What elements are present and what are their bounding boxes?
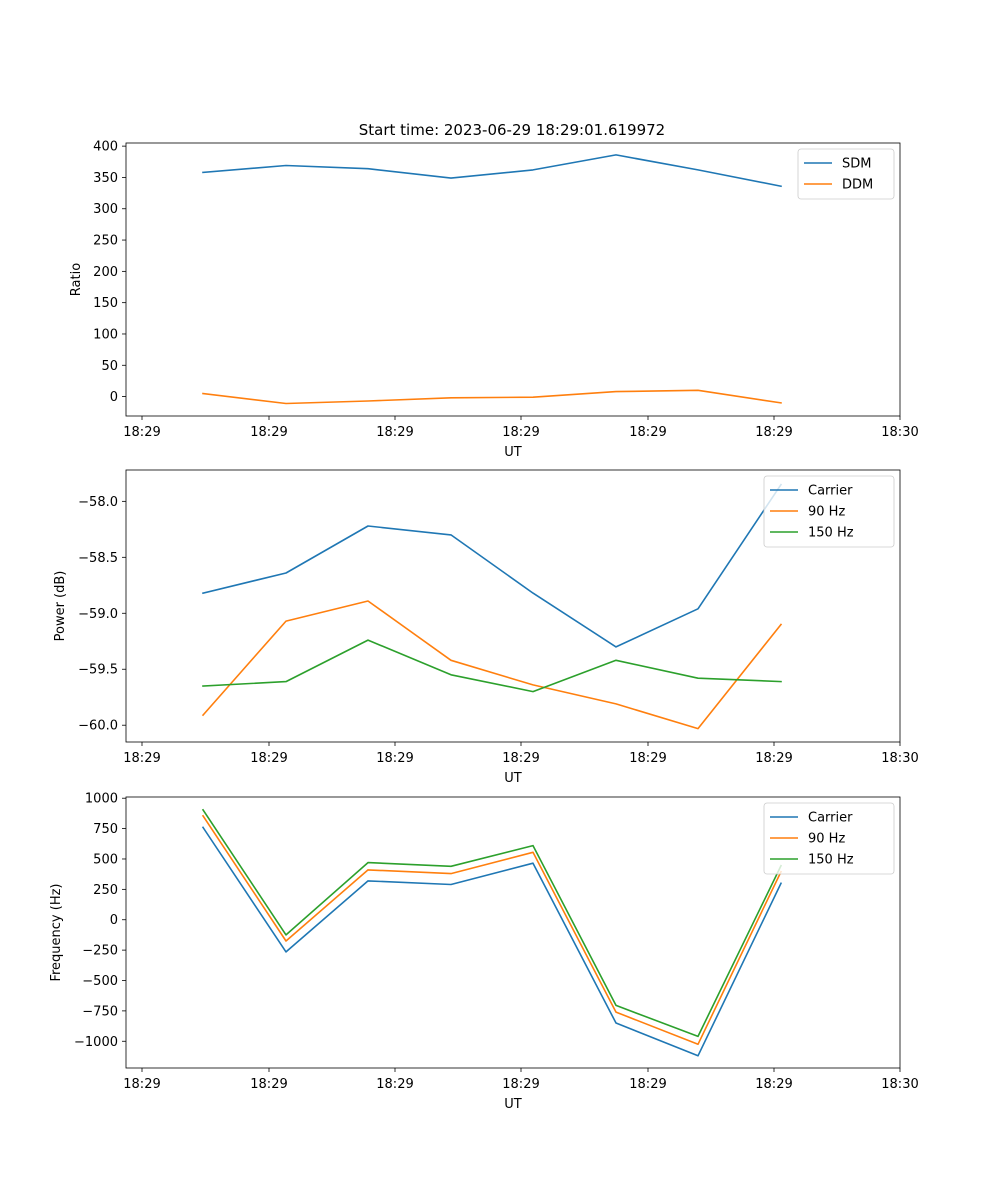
y-axis-label: Frequency (Hz) xyxy=(49,883,64,981)
y-tick-label: 250 xyxy=(93,234,118,249)
y-tick-label: 200 xyxy=(93,265,118,280)
x-tick-label: 18:29 xyxy=(502,1077,539,1092)
y-tick-label: 1000 xyxy=(85,792,118,807)
x-tick-label: 18:30 xyxy=(881,751,918,766)
legend-entry: 90 Hz xyxy=(808,505,845,520)
legend-box xyxy=(763,802,895,875)
y-tick-label: 750 xyxy=(93,822,118,837)
y-axis-label: Ratio xyxy=(69,263,84,296)
x-tick-label: 18:29 xyxy=(755,751,792,766)
series-line-150-hz xyxy=(202,639,782,693)
series-line-90-hz xyxy=(201,814,783,1046)
series-line-carrier xyxy=(201,826,783,1057)
series-line-ddm xyxy=(202,389,782,405)
series-line-sdm xyxy=(202,154,782,188)
x-tick-label: 18:29 xyxy=(250,425,287,440)
x-tick-label: 18:29 xyxy=(629,425,666,440)
y-tick-label: 0 xyxy=(110,913,118,928)
subplot-2: 18:29 18:29 18:29 18:29 18:29 18:29 18:30 UT −60… xyxy=(53,469,919,786)
subplot-3: 18:29 18:29 18:29 18:29 18:29 18:29 18:30 UT −10… xyxy=(49,792,919,1112)
series-line-90-hz xyxy=(201,600,783,730)
y-tick-label: −58.0 xyxy=(78,495,118,510)
series-line-150-hz xyxy=(201,808,783,1038)
y-tick-label: −60.0 xyxy=(78,719,118,734)
x-tick-label: 18:29 xyxy=(755,1077,792,1092)
legend-entry: Carrier xyxy=(808,811,853,826)
x-tick-label: 18:29 xyxy=(123,1077,160,1092)
x-axis-label: UT xyxy=(504,1097,522,1112)
legend-entry: 150 Hz xyxy=(808,526,854,541)
legend-entry: DDM xyxy=(842,178,873,193)
y-tick-label: 400 xyxy=(93,140,118,155)
series-line-carrier xyxy=(202,483,783,648)
legend: SDM DDM xyxy=(797,148,895,200)
legend-box xyxy=(763,475,895,548)
x-tick-label: 18:29 xyxy=(376,1077,413,1092)
y-tick-label: −58.5 xyxy=(78,551,118,566)
x-tick-label: 18:29 xyxy=(755,425,792,440)
x-tick-label: 18:29 xyxy=(123,425,160,440)
y-tick-label: −1000 xyxy=(74,1035,118,1050)
y-tick-label: −59.0 xyxy=(78,607,118,622)
x-tick-label: 18:29 xyxy=(250,751,287,766)
axes-frame xyxy=(125,796,901,1069)
legend-box xyxy=(797,148,895,200)
y-tick-label: 0 xyxy=(110,390,118,405)
y-tick-label: −59.5 xyxy=(78,663,118,678)
axes-frame xyxy=(125,142,901,417)
legend: Carrier 90 Hz 150 Hz xyxy=(763,802,895,875)
y-tick-label: 300 xyxy=(93,202,118,217)
x-axis-label: UT xyxy=(504,771,522,786)
axes-frame xyxy=(125,469,901,743)
y-tick-label: 150 xyxy=(93,296,118,311)
x-axis-label: UT xyxy=(504,445,522,460)
y-axis-label: Power (dB) xyxy=(53,571,68,642)
subplot-1: 18:29 18:29 18:29 18:29 18:29 18:29 18:30 UT 0 50… xyxy=(69,140,919,460)
y-tick-label: 250 xyxy=(93,883,118,898)
x-tick-label: 18:29 xyxy=(376,425,413,440)
legend: Carrier 90 Hz 150 Hz xyxy=(763,475,895,548)
x-tick-label: 18:30 xyxy=(881,425,918,440)
x-tick-label: 18:29 xyxy=(629,1077,666,1092)
y-tick-label: 50 xyxy=(101,359,118,374)
figure-title: Start time: 2023-06-29 18:29:01.619972 xyxy=(359,121,665,139)
y-tick-label: −250 xyxy=(82,944,118,959)
legend-entry: 150 Hz xyxy=(808,853,854,868)
x-tick-label: 18:29 xyxy=(502,751,539,766)
y-tick-label: −500 xyxy=(82,974,118,989)
y-tick-label: 100 xyxy=(93,327,118,342)
legend-entry: Carrier xyxy=(808,484,853,499)
x-tick-label: 18:29 xyxy=(629,751,666,766)
legend-entry: SDM xyxy=(842,157,871,172)
x-tick-label: 18:29 xyxy=(250,1077,287,1092)
x-tick-label: 18:29 xyxy=(502,425,539,440)
x-tick-label: 18:30 xyxy=(881,1077,918,1092)
x-tick-label: 18:29 xyxy=(376,751,413,766)
y-tick-label: 500 xyxy=(93,852,118,867)
y-tick-label: 350 xyxy=(93,171,118,186)
legend-entry: 90 Hz xyxy=(808,832,845,847)
x-tick-label: 18:29 xyxy=(123,751,160,766)
y-tick-label: −750 xyxy=(82,1004,118,1019)
